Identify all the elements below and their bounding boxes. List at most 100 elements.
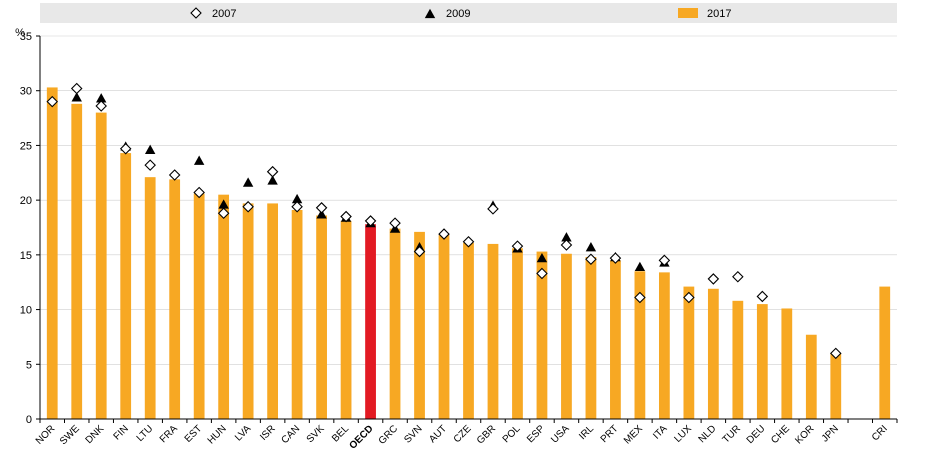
x-tick-label: JPN [820,423,841,444]
x-tick-label: OECD [347,423,375,451]
bar-2017 [340,220,352,419]
marker-2007 [95,100,107,112]
x-tick-label: CAN [280,423,303,446]
marker-2009 [218,199,229,209]
legend-marker-2007 [190,7,202,19]
x-tick-label: IRL [577,423,596,442]
x-tick-label: NLD [697,423,719,445]
marker-2007 [487,203,499,215]
bar-2017 [756,304,768,419]
marker-2009 [316,209,327,219]
x-tick-label: HUN [206,423,229,446]
x-tick-label: GRC [377,423,401,447]
x-tick-label: GBR [475,423,498,446]
marker-2007 [732,270,744,283]
marker-2009 [144,144,156,154]
y-tick-label: 30 [20,86,32,98]
bar-2017 [316,215,327,419]
marker-2007 [193,186,205,199]
marker-2009 [242,177,254,187]
x-tick-label: CZE [452,423,474,445]
marker-2007 [144,159,156,171]
bar-2017 [71,103,83,420]
x-tick-label: EST [183,423,205,445]
bar-2017 [707,288,719,419]
marker-2007 [462,235,475,248]
bar-2017 [830,353,842,419]
x-tick-label: SWE [58,423,82,447]
x-tick-label: KOR [793,423,816,446]
x-tick-label: USA [549,423,572,446]
bar-2017 [144,177,156,419]
y-tick-label: 0 [26,414,32,426]
bar-2017 [193,193,205,419]
bar-2017 [585,257,597,419]
y-tick-label: 5 [26,359,32,371]
legend-marker-2009 [424,8,436,19]
bar-2017 [634,271,646,419]
marker-2007 [585,253,597,266]
marker-2007 [707,273,720,285]
marker-2009 [71,92,82,102]
x-tick-label: FIN [112,423,131,442]
marker-2007 [46,95,59,108]
y-tick-label: 35 [20,31,32,43]
marker-2007 [340,210,352,223]
marker-2007 [315,202,328,214]
bar-2017 [414,231,425,419]
bar-2017 [242,203,254,419]
marker-2007 [413,245,426,258]
x-tick-label: FRA [158,423,180,445]
y-axis-label: % [15,27,25,39]
marker-2009 [634,261,646,272]
marker-2007 [364,215,377,227]
bar-2017 [561,253,572,419]
bar-2017 [512,248,523,419]
bar-2017 [610,260,621,419]
bar-2017 [389,228,401,419]
marker-2007 [536,267,548,280]
marker-2009 [536,252,548,263]
x-tick-label: ESP [525,423,547,445]
marker-2007 [291,200,303,213]
x-tick-label: ITA [651,423,669,441]
bar-2017 [218,194,230,419]
bar-2017 [267,203,279,419]
legend-marker-2017 [678,8,698,18]
y-tick-label: 20 [20,195,32,207]
bar-2017 [658,272,670,419]
marker-2009 [193,155,205,165]
bar-2017 [95,112,107,419]
x-tick-label: BEL [330,423,351,444]
marker-2009 [585,241,597,252]
x-tick-label: TUR [721,423,743,445]
x-tick-label: LUX [672,423,694,445]
marker-2009 [561,232,572,242]
bar-2017 [120,153,132,420]
marker-2007 [634,291,646,304]
marker-2009 [267,175,278,185]
bar-2017 [365,224,376,419]
x-tick-label: NOR [34,423,58,447]
x-tick-label: CHE [769,423,792,446]
marker-2007 [609,252,622,264]
x-tick-label: ISR [258,423,278,443]
x-tick-label: MEX [622,423,645,446]
marker-2007 [560,239,573,251]
bar-2017 [291,209,303,419]
y-tick-label: 25 [20,140,32,152]
bar-2017 [487,243,499,419]
x-tick-label: CRI [870,423,890,443]
marker-2009 [291,193,303,204]
marker-2009 [96,93,107,103]
bar-2017 [732,300,744,419]
y-tick-label: 15 [20,250,32,262]
x-tick-label: LVA [233,423,253,443]
bar-2017 [805,334,817,419]
marker-2007 [119,142,132,155]
x-tick-label: SVN [402,423,424,445]
legend-label-2007: 2007 [212,8,236,20]
marker-2007 [756,290,769,303]
